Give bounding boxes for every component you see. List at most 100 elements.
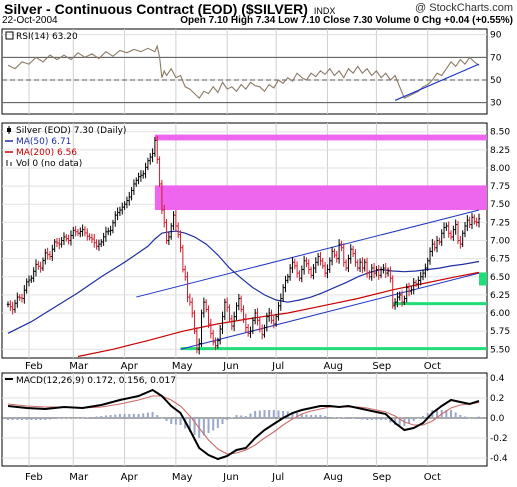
macd-histogram-bar: [291, 412, 294, 418]
legend-volume-marker: [10, 162, 12, 166]
macd-histogram-bar: [389, 418, 392, 423]
ma50-line: [7, 230, 480, 334]
macd-histogram-bar: [333, 417, 336, 418]
chart-title: Silver - Continuous Contract (EOD) ($SIL…: [4, 1, 336, 17]
support-zone: [180, 347, 487, 351]
macd-histogram-bar: [62, 418, 65, 419]
macd-histogram-bar: [305, 414, 308, 418]
macd-tick-label: -0.2: [490, 434, 508, 444]
macd-histogram-bar: [328, 417, 331, 418]
macd-month-label-aug: Aug: [323, 472, 343, 483]
price-tick-label: 6.50: [490, 273, 510, 283]
channel-upper-line: [136, 209, 480, 298]
macd-month-label-jul: Jul: [271, 472, 284, 483]
macd-histogram-bar: [464, 416, 467, 418]
macd-histogram-bar: [417, 418, 420, 419]
macd-histogram-bar: [53, 418, 56, 419]
macd-histogram-bar: [361, 418, 364, 420]
price-tick-label: 5.50: [490, 345, 510, 355]
macd-histogram-bar: [123, 414, 126, 418]
macd-signal-line: [7, 395, 480, 455]
macd-histogram-bar: [118, 414, 121, 418]
macd-histogram-bar: [436, 410, 439, 418]
rsi-legend: RSI(14) 63.20: [16, 32, 78, 42]
price-legend-0: Silver (EOD) 7.30 (Daily): [16, 126, 126, 136]
macd-histogram-bar: [235, 415, 238, 418]
price-month-label-aug: Aug: [323, 361, 343, 372]
macd-histogram-bar: [20, 418, 23, 420]
macd-histogram-bar: [249, 413, 252, 418]
macd-histogram-bar: [25, 418, 28, 420]
macd-legend: MACD(12,26,9) 0.172, 0.156, 0.017: [16, 376, 176, 386]
macd-tick-label: 0.0: [490, 414, 505, 424]
macd-histogram-bar: [319, 415, 322, 418]
exchange-label: INDX: [313, 6, 336, 16]
macd-histogram-bar: [90, 417, 93, 418]
price-tick-label: 8.00: [490, 164, 510, 174]
macd-histogram-bar: [160, 418, 163, 419]
price-legend-2: MA(200) 6.56: [16, 148, 77, 158]
price-legend-3: Vol 0 (no data): [16, 159, 82, 169]
resistance-zone: [154, 185, 487, 211]
macd-histogram-bar: [100, 416, 103, 418]
rsi-tick-label: 50: [490, 76, 502, 86]
macd-histogram-bar: [380, 418, 383, 420]
macd-tick-label: -0.4: [490, 454, 508, 464]
macd-histogram-bar: [170, 418, 173, 424]
macd-histogram-bar: [188, 418, 191, 432]
macd-month-label-sep: Sep: [372, 472, 391, 483]
macd-histogram-bar: [272, 410, 275, 418]
macd-histogram-bar: [454, 412, 457, 418]
price-month-label-jul: Jul: [271, 361, 284, 372]
macd-histogram-bar: [459, 415, 462, 418]
macd-histogram-bar: [310, 415, 313, 418]
price-tick-label: 8.50: [490, 128, 510, 138]
macd-histogram-bar: [398, 418, 401, 426]
macd-histogram-bar: [422, 416, 425, 418]
price-tick-label: 6.00: [490, 309, 510, 319]
macd-histogram-bar: [7, 418, 9, 420]
macd-histogram-bar: [48, 418, 51, 420]
macd-histogram-bar: [244, 416, 247, 418]
price-tick-label: 8.25: [490, 146, 510, 156]
macd-histogram-bar: [151, 412, 154, 418]
macd-histogram-bar: [142, 413, 145, 418]
macd-histogram-bar: [375, 418, 378, 420]
macd-histogram-bar: [338, 418, 341, 419]
legend-candle-body: [7, 128, 11, 132]
macd-histogram-bar: [296, 413, 299, 418]
macd-histogram-bar: [156, 415, 159, 418]
price-month-label-sep: Sep: [372, 361, 391, 372]
quote-summary: Open 7.10 High 7.34 Low 7.10 Close 7.30 …: [180, 15, 513, 26]
macd-histogram-bar: [426, 413, 429, 418]
macd-histogram-bar: [347, 417, 350, 418]
channel-lower-line: [180, 272, 480, 350]
macd-histogram-bar: [473, 417, 476, 418]
macd-month-label-apr: Apr: [121, 472, 139, 483]
macd-line: [7, 388, 480, 461]
macd-histogram-bar: [81, 418, 84, 419]
rsi-tick-label: 30: [490, 99, 502, 109]
chart-date: 22-Oct-2004: [2, 15, 58, 26]
support-zone-small: [479, 272, 487, 286]
rsi-tick-label: 90: [490, 31, 502, 41]
macd-histogram-bar: [394, 418, 397, 425]
rsi-legend-marker: [5, 31, 14, 40]
macd-histogram-bar: [352, 418, 355, 419]
resistance-zone: [154, 134, 487, 141]
macd-histogram-bar: [356, 418, 359, 419]
rsi-tick-label: 70: [490, 53, 502, 63]
price-month-label-mar: Mar: [69, 361, 89, 372]
macd-histogram-bar: [254, 411, 257, 418]
macd-histogram-bar: [58, 418, 61, 419]
price-tick-label: 5.75: [490, 327, 510, 337]
price-month-label-jun: Jun: [222, 361, 239, 372]
macd-tick-label: 0.2: [490, 394, 504, 404]
macd-histogram-bar: [370, 418, 373, 420]
macd-histogram-bar: [212, 418, 215, 431]
macd-histogram-bar: [72, 418, 75, 419]
macd-month-label-feb: Feb: [25, 472, 43, 483]
macd-histogram-bar: [408, 418, 411, 424]
price-tick-label: 7.25: [490, 218, 510, 228]
